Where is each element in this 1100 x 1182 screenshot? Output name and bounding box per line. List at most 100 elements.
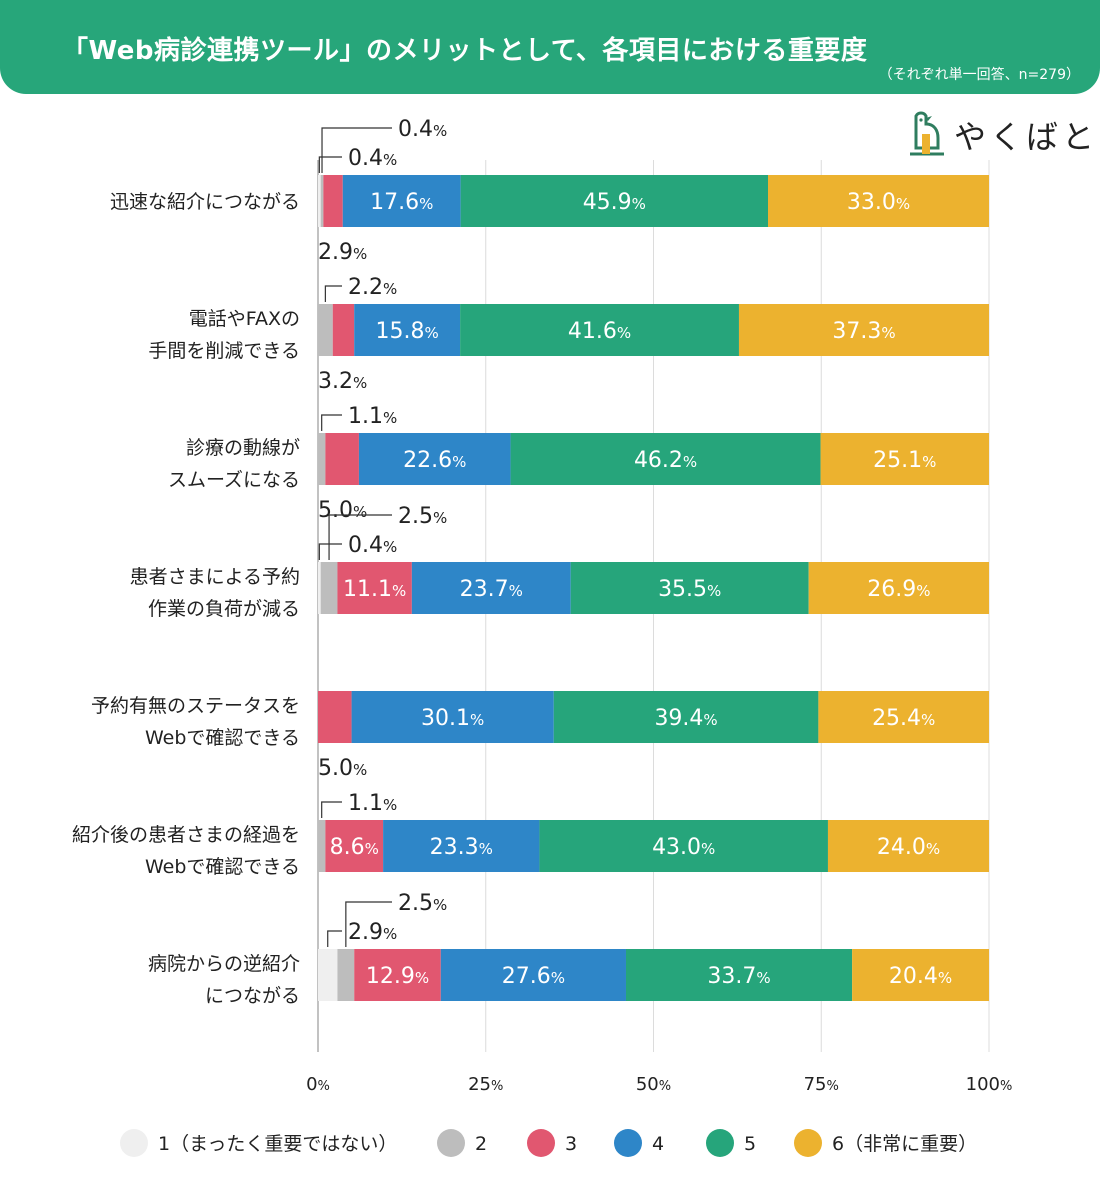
data-label-outside: 3.2% bbox=[318, 369, 367, 394]
category-label: 作業の負荷が減る bbox=[148, 598, 300, 620]
bar-segment-4 bbox=[354, 304, 461, 356]
bar-segment-6 bbox=[827, 820, 989, 872]
category-label: 患者さまによる予約 bbox=[130, 566, 300, 588]
bar-segment-2 bbox=[318, 304, 333, 356]
data-label-outside: 2.9% bbox=[348, 920, 397, 945]
data-label: 26.9% bbox=[867, 577, 930, 602]
category-label: 診療の動線が bbox=[186, 437, 300, 459]
leader-line bbox=[321, 801, 342, 818]
data-label: 12.9% bbox=[366, 964, 429, 989]
data-label-outside: 1.1% bbox=[348, 404, 397, 429]
bar-segment-5 bbox=[460, 304, 739, 356]
legend-swatch-6 bbox=[794, 1129, 822, 1157]
bar-segment-1 bbox=[318, 562, 321, 614]
leader-line bbox=[328, 514, 392, 560]
bar-segment-5 bbox=[460, 175, 769, 227]
bar-segment-3 bbox=[325, 433, 359, 485]
legend-label-6: 6（非常に重要） bbox=[832, 1133, 977, 1155]
bar-segment-2 bbox=[318, 820, 326, 872]
bar-segment-3 bbox=[337, 562, 412, 614]
leader-line bbox=[321, 414, 342, 431]
data-label: 20.4% bbox=[889, 964, 952, 989]
data-label-outside: 5.0% bbox=[318, 756, 367, 781]
data-label: 45.9% bbox=[583, 190, 646, 215]
legend-label-4: 4 bbox=[652, 1133, 664, 1155]
legend-label-5: 5 bbox=[744, 1133, 756, 1155]
data-label: 35.5% bbox=[658, 577, 721, 602]
legend-swatch-2 bbox=[437, 1129, 465, 1157]
x-tick-label-25: 25% bbox=[468, 1074, 503, 1095]
data-label: 41.6% bbox=[568, 319, 631, 344]
data-label-outside: 1.1% bbox=[348, 791, 397, 816]
legend-swatch-5 bbox=[706, 1129, 734, 1157]
legend-label-1: 1（まったく重要ではない） bbox=[158, 1133, 397, 1155]
chart-subtitle: （それぞれ単一回答、n=279） bbox=[878, 67, 1080, 83]
bar-segment-2 bbox=[318, 433, 326, 485]
data-label: 33.0% bbox=[847, 190, 910, 215]
category-label: 手間を削減できる bbox=[148, 340, 300, 362]
leader-line bbox=[318, 543, 342, 560]
legend-label-3: 3 bbox=[565, 1133, 577, 1155]
bar-segment-1 bbox=[318, 175, 321, 227]
x-tick-label-0: 0% bbox=[306, 1074, 330, 1095]
data-label-outside: 5.0% bbox=[318, 498, 367, 523]
bar-segment-6 bbox=[820, 433, 989, 485]
bar-segment-6 bbox=[818, 691, 989, 743]
data-label: 23.3% bbox=[430, 835, 493, 860]
data-label-outside: 2.5% bbox=[398, 891, 447, 916]
bar-segment-4 bbox=[440, 949, 626, 1001]
data-label-outside: 2.2% bbox=[348, 275, 397, 300]
data-label: 27.6% bbox=[502, 964, 565, 989]
bar-segment-6 bbox=[852, 949, 989, 1001]
bar-segment-3 bbox=[325, 820, 384, 872]
bar-segment-5 bbox=[510, 433, 821, 485]
leader-line bbox=[327, 930, 342, 947]
data-label-outside: 0.4% bbox=[398, 117, 447, 142]
bird-icon bbox=[910, 111, 944, 156]
data-label-outside: 2.9% bbox=[318, 240, 367, 265]
data-label: 43.0% bbox=[652, 835, 715, 860]
header-banner: 「Web病診連携ツール」のメリットとして、各項目における重要度 （それぞれ単一回… bbox=[0, 0, 1100, 94]
category-label: Webで確認できる bbox=[145, 856, 300, 878]
category-label: Webで確認できる bbox=[145, 727, 300, 749]
category-label: 予約有無のステータスを bbox=[91, 695, 300, 717]
data-label: 33.7% bbox=[707, 964, 770, 989]
bar-segment-2 bbox=[320, 562, 338, 614]
bar-segment-4 bbox=[358, 433, 511, 485]
leader-line bbox=[324, 285, 342, 302]
bar-segment-3 bbox=[332, 304, 355, 356]
leader-line bbox=[318, 156, 342, 173]
logo-text: やくばと bbox=[954, 118, 1099, 156]
brand-logo: やくばと bbox=[904, 110, 1094, 160]
data-label: 11.1% bbox=[343, 577, 406, 602]
bar-segment-2 bbox=[337, 949, 355, 1001]
legend-swatch-1 bbox=[120, 1129, 148, 1157]
legend-swatch-4 bbox=[614, 1129, 642, 1157]
data-label: 8.6% bbox=[330, 835, 379, 860]
bar-segment-1 bbox=[318, 949, 338, 1001]
bar-segment-2 bbox=[320, 175, 324, 227]
chart-title: 「Web病診連携ツール」のメリットとして、各項目における重要度 bbox=[62, 36, 868, 66]
data-label: 24.0% bbox=[877, 835, 940, 860]
data-label: 23.7% bbox=[460, 577, 523, 602]
data-label: 46.2% bbox=[634, 448, 697, 473]
data-label: 30.1% bbox=[421, 706, 484, 731]
bar-segment-6 bbox=[808, 562, 989, 614]
bar-segment-4 bbox=[411, 562, 571, 614]
data-label: 17.6% bbox=[370, 190, 433, 215]
bar-segment-5 bbox=[539, 820, 828, 872]
data-label: 37.3% bbox=[832, 319, 895, 344]
bar-segment-4 bbox=[342, 175, 461, 227]
x-tick-label-75: 75% bbox=[804, 1074, 839, 1095]
data-label: 39.4% bbox=[654, 706, 717, 731]
category-label: 迅速な紹介につながる bbox=[110, 191, 300, 213]
bar-segment-6 bbox=[738, 304, 989, 356]
leader-line bbox=[321, 127, 392, 173]
category-label: 電話やFAXの bbox=[189, 308, 300, 330]
bar-segment-5 bbox=[570, 562, 809, 614]
x-tick-label-100: 100% bbox=[966, 1074, 1013, 1095]
bar-segment-4 bbox=[351, 691, 554, 743]
bar-segment-5 bbox=[553, 691, 819, 743]
data-label: 22.6% bbox=[403, 448, 466, 473]
bar-segment-3 bbox=[323, 175, 343, 227]
